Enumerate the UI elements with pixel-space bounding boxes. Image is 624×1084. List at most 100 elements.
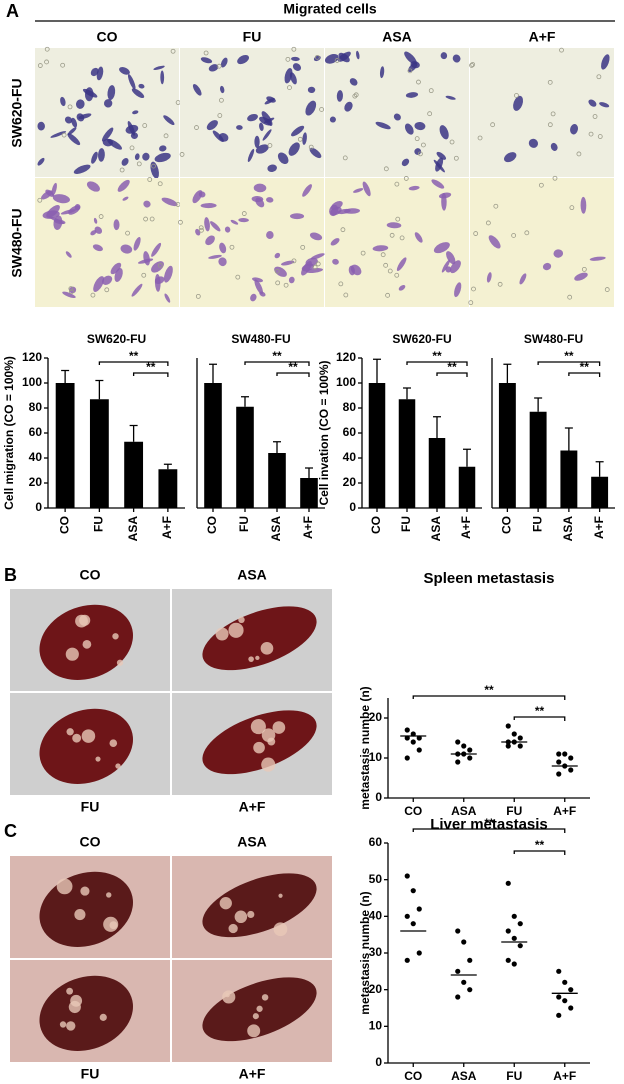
cell	[433, 159, 445, 173]
significance-label: **	[535, 838, 545, 852]
significance-label: **	[129, 349, 139, 363]
cell	[230, 219, 239, 225]
cell	[192, 190, 203, 204]
pore	[203, 50, 209, 56]
nodule	[99, 1013, 107, 1021]
dot	[461, 939, 467, 945]
bar	[591, 476, 609, 508]
pore	[142, 123, 148, 128]
nodule	[72, 733, 82, 743]
nodule	[79, 614, 91, 626]
nodule	[278, 893, 283, 898]
nodule	[116, 659, 124, 666]
pore	[217, 113, 223, 118]
pore	[342, 155, 348, 161]
chart-title: SW620-FU	[392, 332, 451, 346]
pore	[343, 292, 349, 298]
cell	[433, 242, 450, 254]
chart-title: SW480-FU	[231, 332, 290, 346]
cell	[101, 127, 114, 142]
error-bar	[534, 397, 543, 412]
y-tick-label: 50	[369, 872, 383, 886]
x-tick-label: A+F	[592, 516, 606, 539]
dot	[404, 735, 410, 741]
y-tick-label: 60	[369, 835, 383, 849]
pore	[151, 163, 156, 169]
cell	[486, 272, 492, 283]
cell	[92, 244, 103, 252]
dot	[416, 747, 422, 753]
cell	[102, 138, 114, 147]
pore	[514, 93, 519, 98]
cell	[309, 147, 322, 159]
significance-bracket	[436, 372, 468, 377]
cell	[154, 276, 165, 284]
dot	[410, 888, 416, 894]
dot	[517, 735, 523, 741]
dot	[455, 968, 461, 974]
cell	[305, 100, 317, 116]
organ	[202, 606, 317, 671]
cell	[274, 252, 281, 259]
dot	[416, 906, 422, 912]
cell	[50, 131, 67, 138]
nodule	[261, 757, 276, 772]
y-tick-label: 120	[336, 350, 356, 364]
y-tick-label: 20	[369, 710, 383, 724]
cell	[362, 181, 371, 197]
dot	[568, 755, 574, 761]
y-tick-label: 80	[343, 400, 357, 414]
cell	[164, 293, 171, 303]
bar	[158, 469, 178, 508]
cell	[91, 151, 98, 164]
cell	[138, 83, 145, 89]
pore	[319, 107, 324, 112]
y-tick-label: 10	[369, 750, 383, 764]
cell	[159, 145, 167, 152]
nodule	[65, 647, 79, 661]
x-tick-label: A+F	[553, 1069, 576, 1083]
significance-bracket	[98, 361, 169, 366]
x-tick-label: ASA	[429, 516, 443, 542]
cell	[90, 67, 99, 77]
cell	[356, 50, 360, 60]
row-label: SW480-FU	[9, 208, 25, 277]
y-tick-label: 100	[22, 375, 42, 389]
cell	[454, 282, 462, 298]
pore	[44, 59, 49, 65]
pore	[449, 139, 455, 145]
cell	[220, 85, 225, 94]
pore	[312, 264, 318, 270]
cell	[205, 235, 215, 246]
nodule	[56, 878, 73, 895]
bar	[368, 383, 386, 508]
x-tick-label: ASA	[126, 516, 140, 542]
cell	[131, 88, 145, 99]
cell	[131, 283, 143, 297]
x-tick-label: ASA	[451, 804, 477, 818]
dot	[505, 957, 511, 963]
pore	[68, 286, 74, 292]
cell	[127, 74, 136, 90]
cell	[288, 276, 295, 284]
pore	[275, 280, 281, 286]
dot	[461, 979, 467, 985]
dot	[505, 880, 511, 886]
cell	[588, 99, 597, 107]
pore	[235, 274, 241, 280]
dot	[467, 755, 473, 761]
cell	[353, 188, 364, 193]
row-label: SW620-FU	[9, 78, 25, 147]
photo-label: CO	[80, 567, 101, 583]
pore	[394, 181, 400, 187]
nodule	[66, 987, 74, 995]
dot	[556, 751, 562, 757]
pore	[178, 219, 183, 225]
cell	[349, 78, 358, 86]
cell	[259, 291, 266, 297]
pore	[477, 135, 483, 141]
significance-bracket	[412, 695, 566, 700]
x-tick-label: A+F	[553, 804, 576, 818]
nodule	[228, 923, 238, 934]
organ	[202, 873, 317, 938]
